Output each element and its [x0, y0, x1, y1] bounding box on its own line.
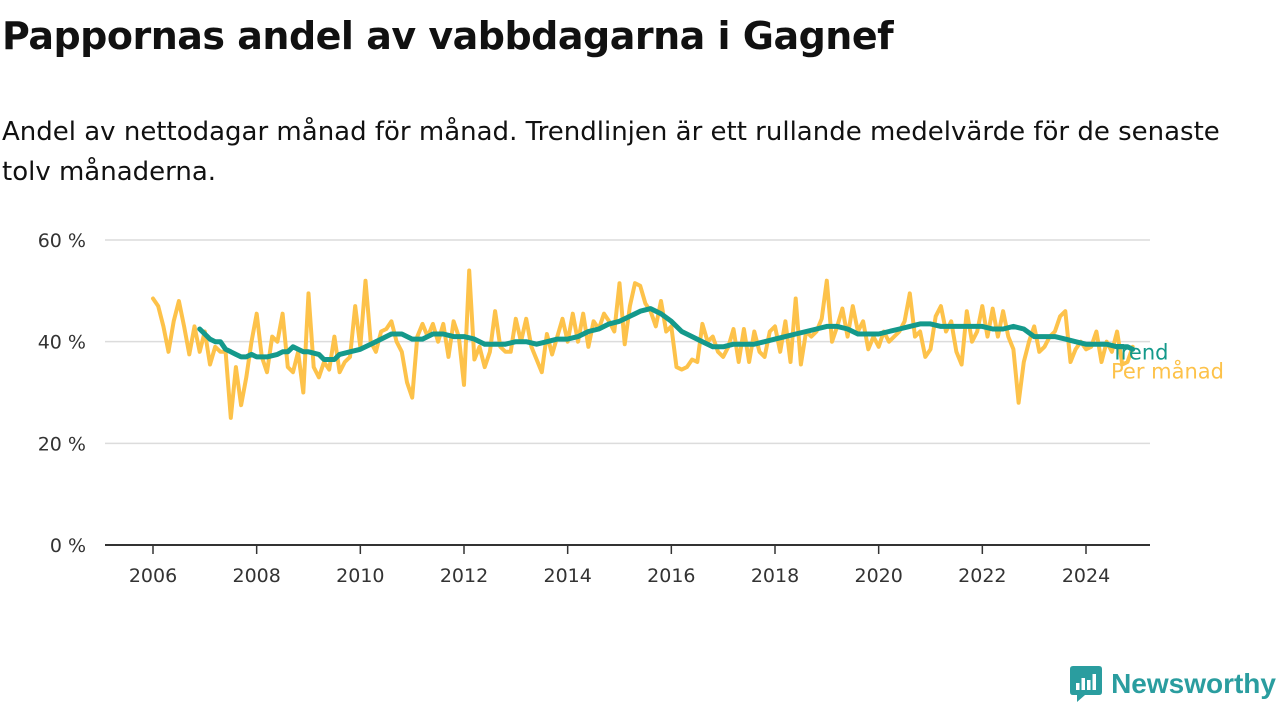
x-tick-label: 2008 [232, 565, 280, 587]
series-line-trend [197, 306, 1136, 362]
y-tick-label: 60 % [38, 230, 86, 252]
series-label-trend: Trend [1110, 340, 1168, 364]
series-label-per-manad: Per månad [1111, 358, 1224, 383]
x-tick-label: 2022 [958, 565, 1006, 587]
y-tick-label: 0 % [50, 535, 86, 557]
newsworthy-logo: Newsworthy [1069, 664, 1276, 704]
chart-title: Pappornas andel av vabbdagarna i Gagnef [2, 14, 894, 58]
x-tick-label: 2016 [647, 565, 695, 587]
x-axis: 2006 2008 2010 2012 2014 2016 2018 2020 2022 2024 [105, 544, 1150, 587]
chart-subtitle: Andel av nettodagar månad för månad. Tre… [2, 117, 1220, 187]
series-lines [151, 268, 1136, 420]
line-chart: 2006 2008 2010 2012 2014 2016 2018 2020 2022 2024… [38, 230, 1224, 587]
y-tick-label: 40 % [38, 332, 86, 354]
bar-chart-icon [1070, 666, 1103, 702]
x-tick-label: 2012 [440, 565, 488, 587]
x-tick-label: 2020 [854, 565, 902, 587]
x-tick-label: 2010 [336, 565, 384, 587]
series-line-per-manad [151, 268, 1135, 420]
y-axis: 0 % 20 % 40 % 60 % [38, 230, 86, 557]
x-tick-label: 2014 [543, 565, 591, 587]
x-tick-label: 2024 [1062, 565, 1110, 587]
y-tick-label: 20 % [38, 433, 86, 455]
x-tick-label: 2018 [751, 565, 799, 587]
x-tick-label: 2006 [129, 565, 177, 587]
brand-name: Newsworthy [1111, 668, 1276, 699]
